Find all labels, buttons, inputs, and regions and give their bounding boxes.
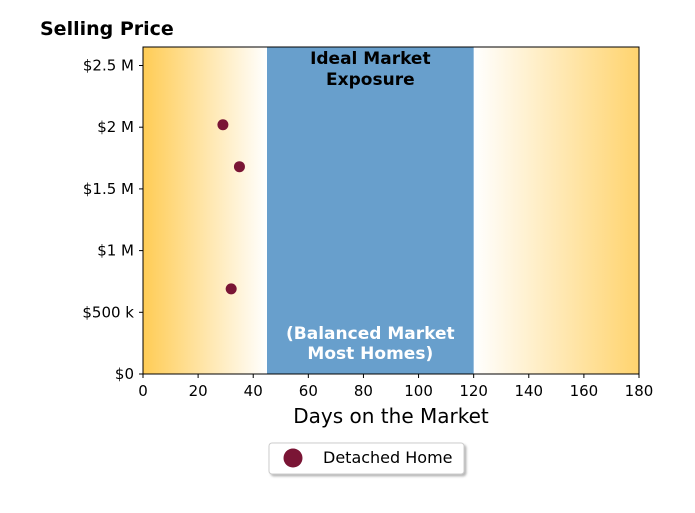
- x-tick-label: 40: [244, 382, 263, 400]
- x-tick-label: 20: [189, 382, 208, 400]
- data-point: [233, 161, 245, 173]
- annotation-ideal-line1: Ideal Market: [310, 49, 431, 69]
- y-tick-label: $0: [115, 365, 134, 383]
- y-tick-label: $500 k: [82, 303, 134, 321]
- y-tick-label: $2 M: [97, 118, 134, 136]
- x-tick-label: 180: [625, 382, 654, 400]
- x-tick-label: 80: [354, 382, 373, 400]
- scatter-points: [217, 119, 245, 295]
- x-tick-label: 160: [570, 382, 599, 400]
- x-tick-label: 100: [404, 382, 433, 400]
- ideal-exposure-band: [267, 47, 474, 374]
- annotation-balanced-line2: Most Homes): [307, 344, 433, 364]
- x-tick-label: 60: [299, 382, 318, 400]
- x-axis: 0 20 40 60 80 100 120 140 160 180: [138, 374, 653, 400]
- x-axis-title: Days on the Market: [293, 404, 489, 428]
- y-tick-label: $2.5 M: [83, 57, 134, 75]
- right-gradient-band: [473, 47, 639, 374]
- data-point: [225, 283, 237, 295]
- y-axis: $0 $500 k $1 M $1.5 M $2 M $2.5 M: [82, 57, 143, 383]
- legend: Detached Home: [268, 442, 465, 475]
- data-point: [217, 119, 229, 131]
- legend-box: [268, 442, 465, 475]
- legend-marker: [283, 448, 303, 468]
- x-tick-label: 0: [138, 382, 148, 400]
- chart-title: Selling Price: [40, 18, 174, 40]
- x-tick-label: 120: [459, 382, 488, 400]
- annotation-balanced-line1: (Balanced Market: [286, 324, 455, 344]
- x-tick-label: 140: [514, 382, 543, 400]
- plot-frame: [142, 46, 640, 375]
- y-tick-label: $1 M: [97, 242, 134, 260]
- plot-area: Ideal Market Exposure (Balanced Market M…: [142, 46, 640, 375]
- y-tick-label: $1.5 M: [83, 180, 134, 198]
- annotation-ideal-line2: Exposure: [326, 70, 415, 90]
- left-gradient-band: [143, 47, 267, 374]
- legend-label: Detached Home: [323, 448, 453, 467]
